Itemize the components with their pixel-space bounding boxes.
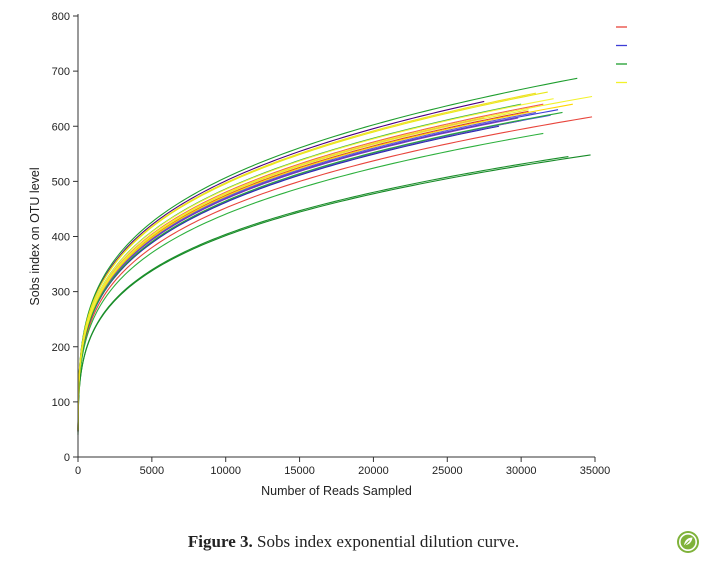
caption-label: Figure 3. — [187, 532, 253, 551]
y-tick-label: 700 — [52, 66, 70, 78]
y-tick-label: 600 — [52, 121, 70, 133]
curve-srm-15 — [77, 154, 591, 435]
curves-layer — [77, 77, 593, 435]
x-tick-label: 30000 — [506, 465, 537, 477]
leaf-logo-icon — [677, 531, 699, 553]
y-tick-label: 0 — [64, 452, 70, 464]
y-tick-label: 800 — [52, 11, 70, 23]
curve-srh-23 — [77, 109, 529, 431]
legend: CONSRLSRMSRH — [616, 26, 627, 84]
curve-srh-19 — [77, 95, 593, 431]
figure-caption: Figure 3. Sobs index exponential dilutio… — [0, 532, 707, 552]
curve-srm-14 — [77, 132, 544, 433]
x-tick-label: 25000 — [432, 465, 463, 477]
y-tick-label: 500 — [52, 176, 70, 188]
curve-srh-20 — [77, 91, 548, 430]
y-tick-label: 300 — [52, 287, 70, 299]
curve-srm-13 — [77, 77, 578, 430]
x-axis-title: Number of Reads Sampled — [261, 484, 412, 498]
x-tick-label: 35000 — [580, 465, 611, 477]
chart-panel: 0 5000 10000 15000 20000 25000 30000 35000 0 100 2… — [18, 0, 630, 510]
axes-layer: 0 5000 10000 15000 20000 25000 30000 35000 0 100 2… — [28, 11, 610, 498]
rarefaction-chart: 0 5000 10000 15000 20000 25000 30000 35000 0 100 2… — [28, 11, 627, 498]
curve-srm-17 — [77, 111, 563, 432]
curve-srm-16 — [77, 156, 569, 435]
y-tick-label: 400 — [52, 232, 70, 244]
curve-srh-21 — [77, 98, 554, 431]
x-tick-label: 0 — [75, 465, 81, 477]
y-tick-label: 100 — [52, 397, 70, 409]
curve-con-1 — [77, 116, 593, 433]
curve-con-3 — [77, 103, 544, 431]
y-axis-title: Sobs index on OTU level — [28, 167, 42, 305]
x-tick-label: 20000 — [358, 465, 389, 477]
curve-srh-24 — [77, 92, 537, 430]
x-tick-label: 10000 — [210, 465, 241, 477]
x-tick-label: 5000 — [140, 465, 164, 477]
curve-srl-12 — [77, 100, 485, 430]
y-tick-label: 200 — [52, 342, 70, 354]
x-tick-label: 15000 — [284, 465, 315, 477]
caption-text: Sobs index exponential dilution curve. — [252, 532, 520, 551]
curve-srl-11 — [77, 111, 537, 432]
curve-con-5 — [77, 117, 485, 431]
